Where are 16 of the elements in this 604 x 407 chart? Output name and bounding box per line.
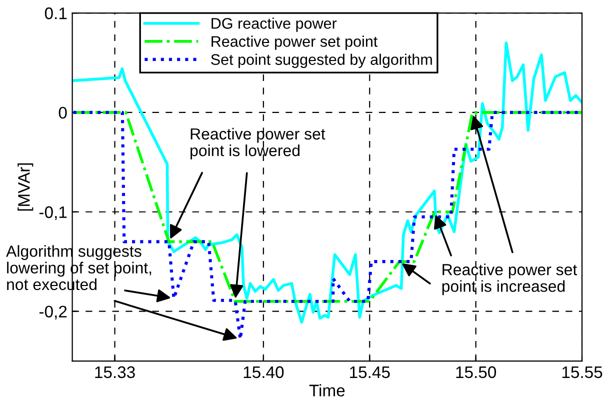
y-axis-title: [MVAr] (18, 163, 34, 211)
annotation: Reactive power set point is increased (442, 264, 578, 296)
legend-label: Reactive power set point (212, 36, 378, 50)
y-tick-label: -0,1 (39, 206, 67, 220)
legend-label: DG reactive power (212, 18, 337, 32)
x-tick-label: 15.45 (350, 366, 390, 378)
annotation: Reactive power set point is lowered (190, 128, 326, 160)
x-tick-label: 15.33 (95, 366, 135, 378)
x-tick-label: 15.55 (562, 366, 602, 378)
y-tick-label: 0 (58, 106, 67, 119)
x-axis-title: Time (309, 384, 345, 396)
legend-label: Set point suggested by algorithm (211, 54, 432, 68)
y-tick-label: -0,2 (39, 306, 67, 320)
y-tick-label: 0.1 (44, 7, 67, 20)
x-tick-label: 15.40 (244, 366, 284, 378)
x-tick-label: 15.50 (456, 366, 496, 378)
